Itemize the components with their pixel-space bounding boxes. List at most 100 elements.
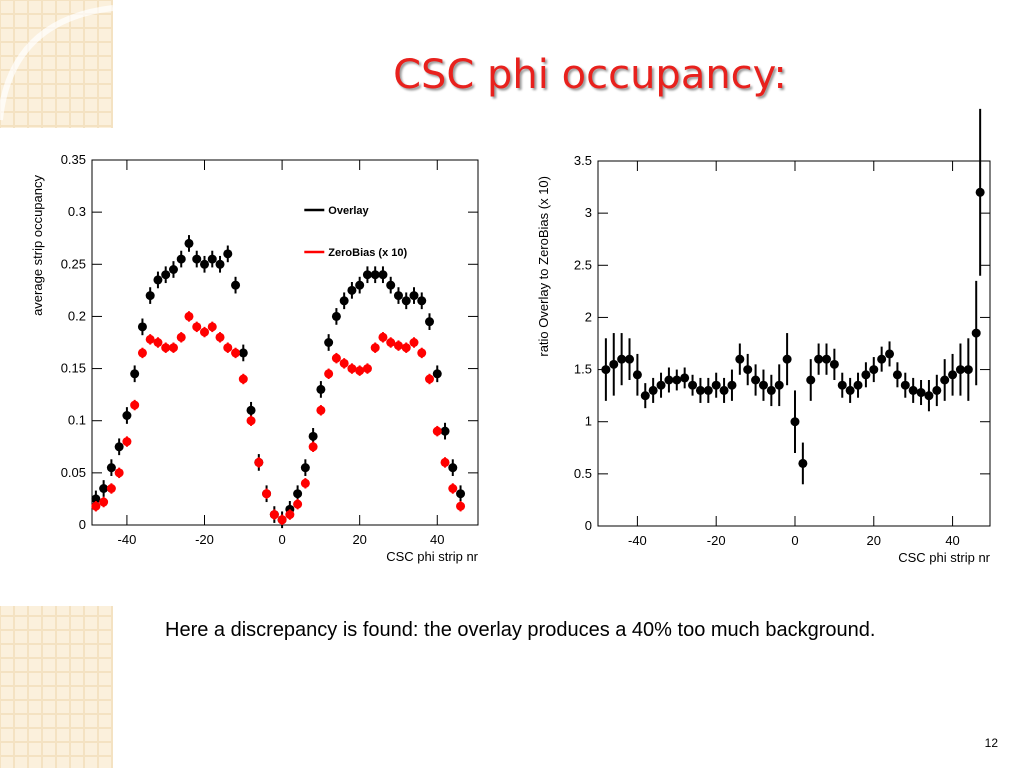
data-point bbox=[877, 354, 887, 364]
data-point bbox=[900, 380, 910, 390]
data-point bbox=[308, 431, 318, 441]
data-point bbox=[106, 484, 116, 493]
data-point bbox=[456, 489, 466, 499]
data-point bbox=[386, 280, 396, 290]
data-point bbox=[648, 385, 658, 395]
data-point bbox=[386, 338, 396, 347]
data-point bbox=[339, 296, 349, 306]
y-tick-label: 0.3 bbox=[68, 204, 86, 219]
data-point bbox=[355, 280, 365, 290]
data-point bbox=[168, 343, 178, 353]
y-tick-label: 0.2 bbox=[68, 308, 86, 323]
data-point bbox=[324, 369, 334, 379]
data-point bbox=[215, 332, 225, 342]
data-point bbox=[798, 458, 808, 468]
data-point bbox=[114, 468, 124, 478]
data-point bbox=[632, 370, 642, 380]
plot-frame bbox=[91, 159, 479, 526]
data-point bbox=[955, 365, 965, 375]
data-point bbox=[656, 380, 666, 390]
y-tick-label: 0.05 bbox=[61, 465, 86, 480]
data-point bbox=[91, 494, 101, 504]
data-point bbox=[130, 400, 140, 410]
data-point bbox=[672, 375, 682, 385]
data-point bbox=[176, 332, 186, 342]
data-point bbox=[892, 370, 902, 380]
data-point bbox=[207, 254, 217, 264]
data-point bbox=[711, 380, 721, 390]
data-point bbox=[200, 259, 210, 269]
data-point bbox=[145, 291, 155, 301]
data-point bbox=[331, 311, 341, 321]
charts: 00.050.10.150.20.250.30.35-40 -20 0 20 40CSC… bbox=[30, 108, 991, 565]
data-point bbox=[223, 249, 233, 259]
y-tick-label: 0.25 bbox=[61, 256, 86, 271]
legend-label: Overlay bbox=[328, 205, 369, 217]
data-point bbox=[940, 375, 950, 385]
data-point bbox=[806, 375, 816, 385]
data-point bbox=[869, 365, 879, 375]
data-point bbox=[719, 385, 729, 395]
data-point bbox=[246, 416, 256, 426]
data-point bbox=[91, 501, 101, 511]
data-point bbox=[277, 515, 287, 525]
data-point bbox=[743, 365, 753, 375]
data-point bbox=[339, 358, 349, 368]
data-point bbox=[782, 354, 792, 364]
data-point bbox=[262, 489, 272, 499]
data-point bbox=[137, 348, 147, 358]
x-tick-label: 20 bbox=[867, 533, 881, 548]
data-point bbox=[161, 270, 171, 280]
data-point bbox=[285, 510, 295, 520]
data-point bbox=[963, 365, 973, 375]
x-tick-label: 40 bbox=[945, 533, 959, 548]
data-point bbox=[231, 280, 241, 290]
data-point bbox=[137, 322, 147, 332]
data-point bbox=[106, 463, 116, 473]
slide-title: CSC phi occupancy: bbox=[393, 52, 787, 98]
y-tick-label: 0.5 bbox=[574, 466, 592, 481]
data-point bbox=[401, 296, 411, 306]
data-point bbox=[370, 270, 380, 280]
data-point bbox=[425, 374, 435, 384]
data-point bbox=[916, 388, 926, 398]
data-point bbox=[378, 332, 388, 342]
y-tick-label: 1 bbox=[585, 414, 592, 429]
data-point bbox=[790, 417, 800, 427]
x-tick-label: -20 bbox=[195, 532, 214, 547]
y-tick-label: 2 bbox=[585, 309, 592, 324]
x-axis-label: CSC phi strip nr bbox=[386, 549, 478, 564]
data-point bbox=[153, 275, 163, 285]
data-point bbox=[680, 373, 690, 383]
data-point bbox=[640, 391, 650, 401]
data-point bbox=[184, 238, 194, 248]
body-text: Here a discrepancy is found: the overlay… bbox=[165, 619, 876, 641]
data-point bbox=[184, 311, 194, 321]
data-point bbox=[207, 322, 217, 332]
data-point bbox=[688, 380, 698, 390]
data-point bbox=[971, 328, 981, 338]
data-point bbox=[401, 343, 411, 353]
x-tick-label: 20 bbox=[352, 532, 366, 547]
y-tick-label: 0.1 bbox=[68, 413, 86, 428]
data-point bbox=[425, 317, 435, 327]
data-point bbox=[766, 385, 776, 395]
data-point bbox=[355, 366, 365, 376]
data-point bbox=[814, 354, 824, 364]
data-point bbox=[448, 484, 458, 493]
data-point bbox=[347, 285, 357, 295]
data-point bbox=[308, 442, 318, 452]
x-tick-label: 0 bbox=[278, 532, 285, 547]
data-point bbox=[440, 426, 450, 436]
page-number: 12 bbox=[984, 736, 998, 750]
data-point bbox=[829, 359, 839, 369]
data-point bbox=[324, 338, 334, 347]
x-axis-label: CSC phi strip nr bbox=[898, 550, 990, 565]
x-tick-label: -40 bbox=[628, 533, 647, 548]
y-tick-label: 0 bbox=[585, 518, 592, 533]
data-point bbox=[293, 489, 303, 499]
data-point bbox=[316, 384, 326, 394]
data-point bbox=[254, 457, 264, 467]
